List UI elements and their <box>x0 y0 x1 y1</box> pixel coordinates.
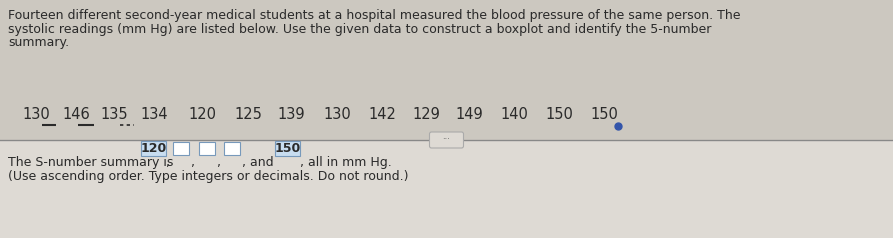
Text: 135: 135 <box>100 107 128 122</box>
Text: ,: , <box>191 156 196 169</box>
Text: 134: 134 <box>140 107 168 122</box>
Text: 140: 140 <box>500 107 528 122</box>
Text: systolic readings (mm Hg) are listed below. Use the given data to construct a bo: systolic readings (mm Hg) are listed bel… <box>8 23 712 35</box>
Bar <box>199 142 215 155</box>
Text: 130: 130 <box>323 107 351 122</box>
FancyBboxPatch shape <box>275 141 300 156</box>
Text: (Use ascending order. Type integers or decimals. Do not round.): (Use ascending order. Type integers or d… <box>8 170 408 183</box>
Text: 150: 150 <box>590 107 618 122</box>
Text: 130: 130 <box>22 107 50 122</box>
Text: Fourteen different second-year medical students at a hospital measured the blood: Fourteen different second-year medical s… <box>8 9 740 22</box>
Text: summary.: summary. <box>8 36 69 49</box>
Text: The S-number summary is: The S-number summary is <box>8 156 178 169</box>
Text: 146: 146 <box>62 107 90 122</box>
Text: ···: ··· <box>443 135 450 144</box>
Text: 120: 120 <box>140 142 166 155</box>
Text: 150: 150 <box>545 107 573 122</box>
FancyBboxPatch shape <box>430 132 463 148</box>
Text: , all in mm Hg.: , all in mm Hg. <box>300 156 391 169</box>
Text: 129: 129 <box>412 107 440 122</box>
Text: 125: 125 <box>234 107 262 122</box>
Text: 142: 142 <box>368 107 396 122</box>
Bar <box>0 140 893 238</box>
Text: 149: 149 <box>455 107 483 122</box>
Text: ,: , <box>217 156 221 169</box>
Bar <box>224 142 240 155</box>
Text: 120: 120 <box>188 107 216 122</box>
Bar <box>173 142 189 155</box>
FancyBboxPatch shape <box>141 141 166 156</box>
Text: 139: 139 <box>277 107 305 122</box>
Text: 150: 150 <box>274 142 300 155</box>
Text: , and: , and <box>242 156 278 169</box>
Text: ,: , <box>166 156 170 169</box>
